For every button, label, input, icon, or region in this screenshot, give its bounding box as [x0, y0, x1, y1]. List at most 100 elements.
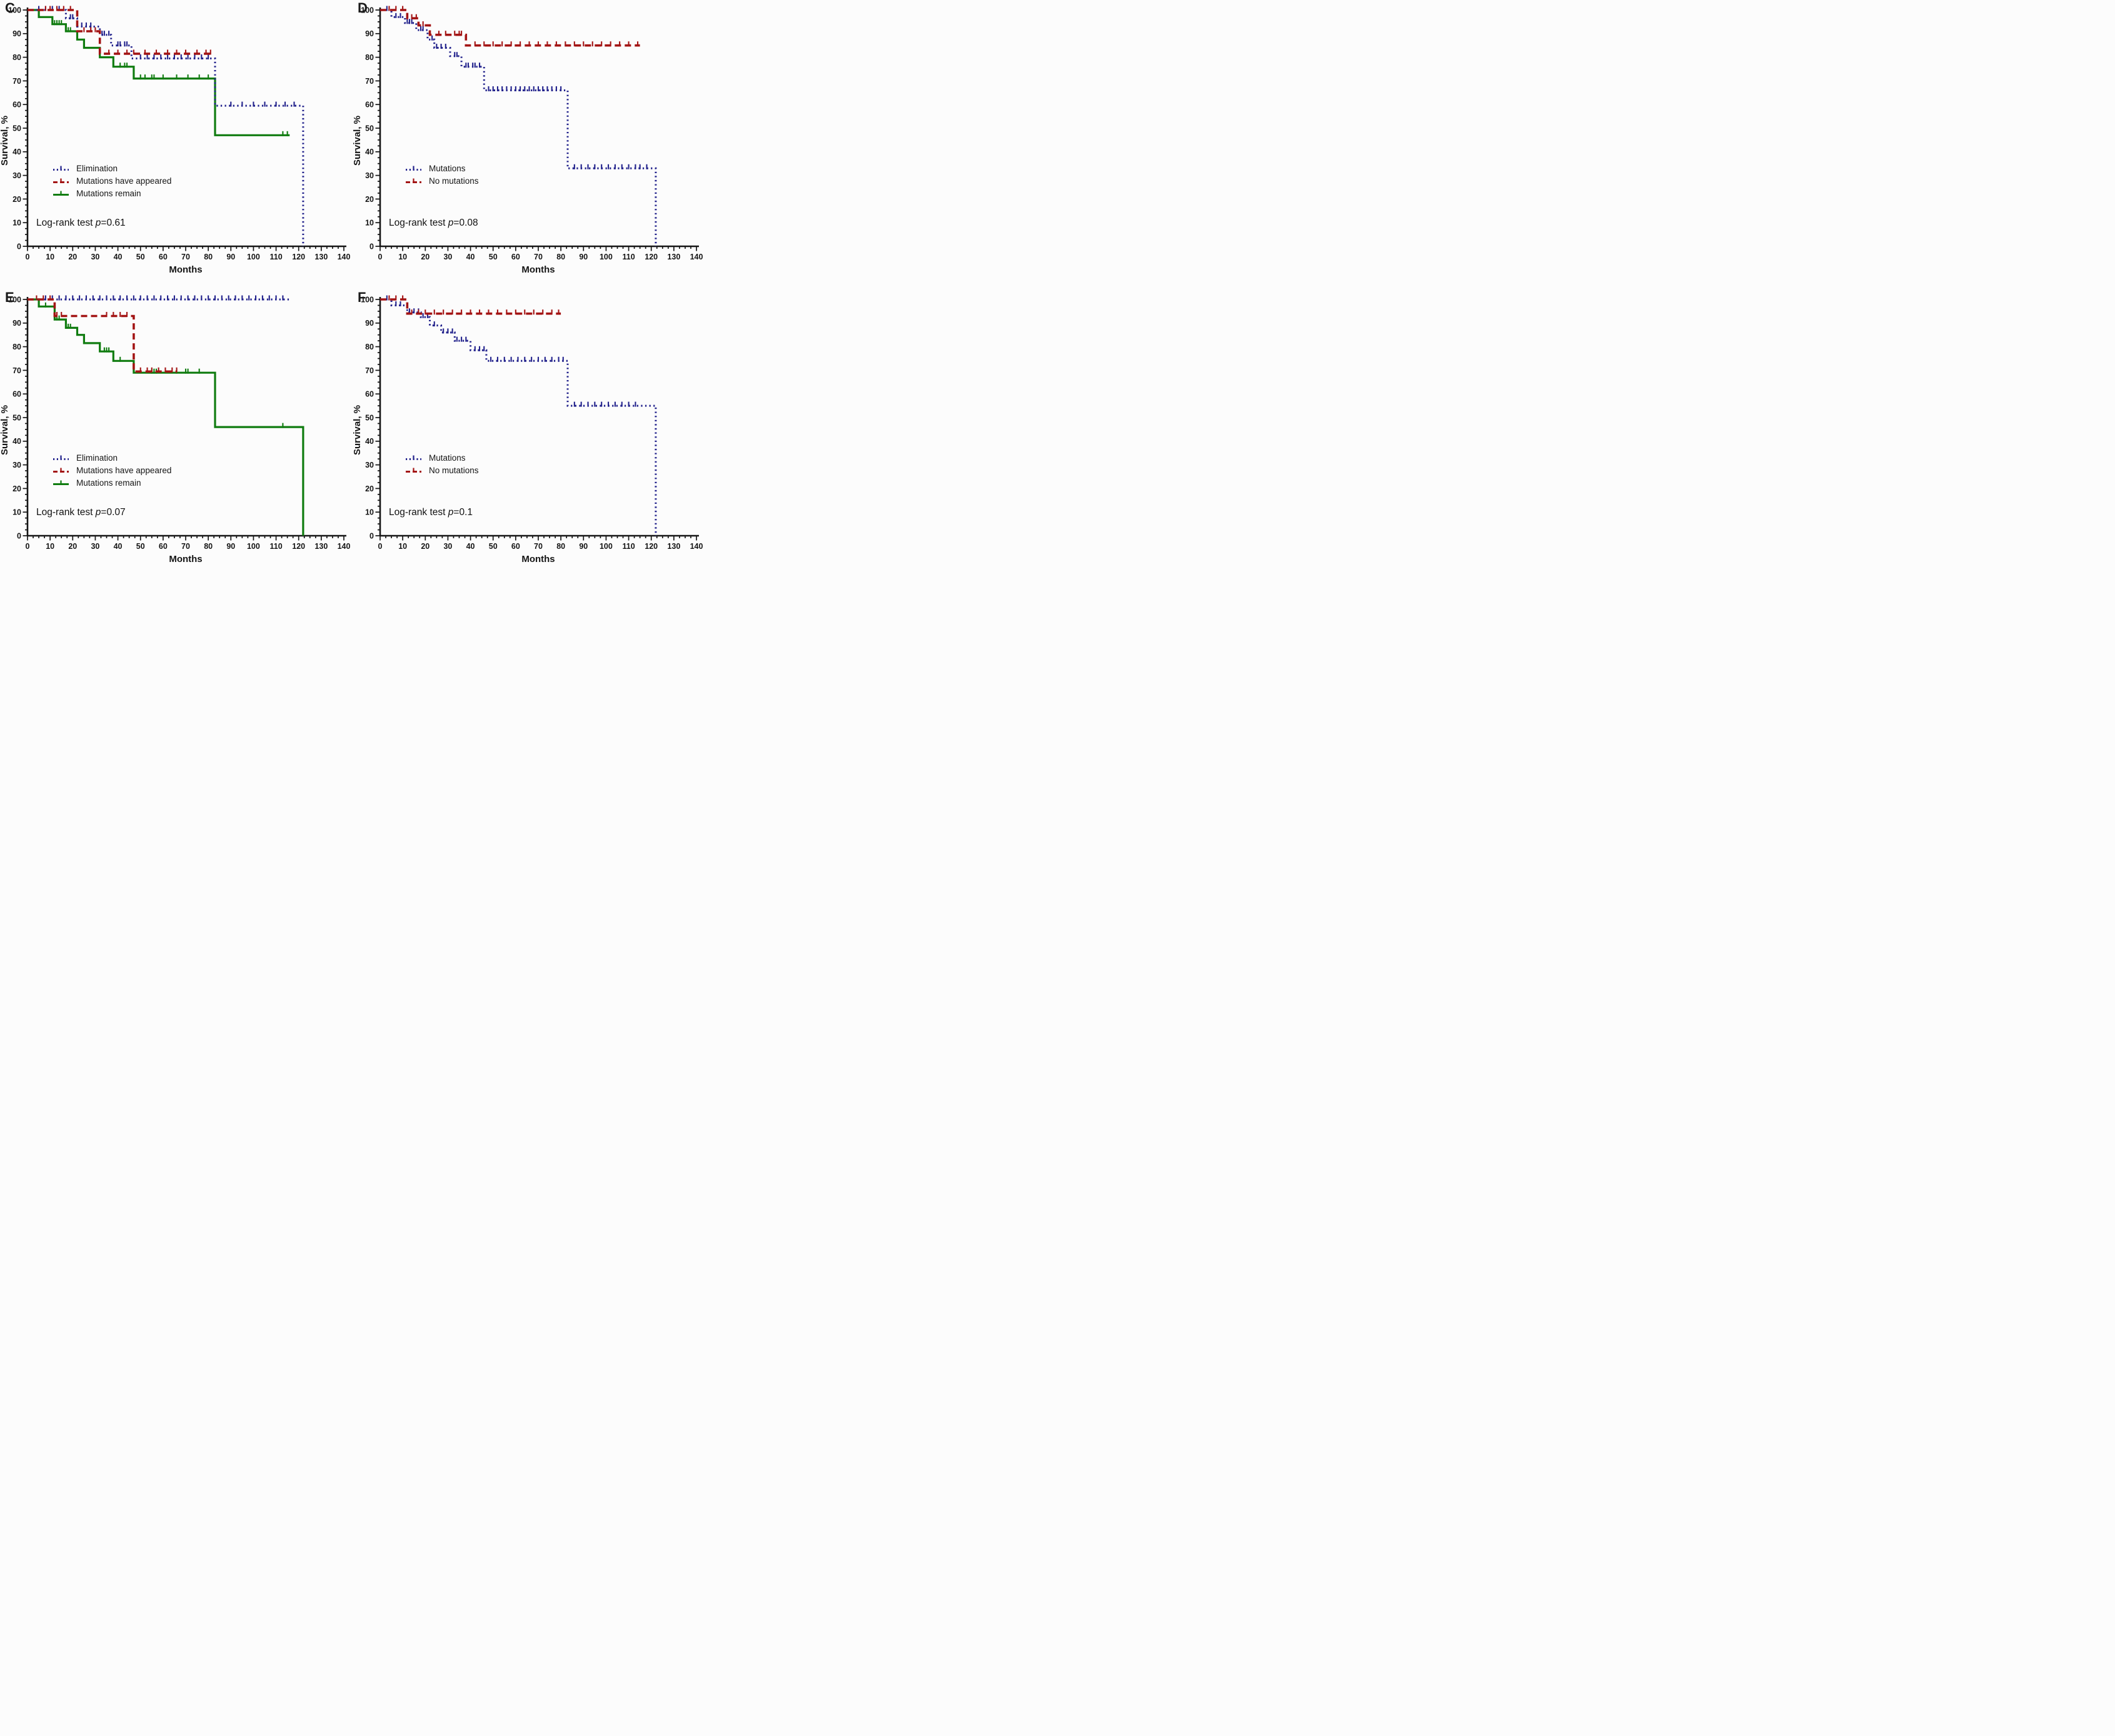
censor-ticks-no-mutations: [388, 6, 639, 47]
legend-item-no-mutations: No mutations: [405, 175, 479, 186]
km-curve-elimination: [28, 9, 304, 246]
panel-letter-D: D: [358, 0, 368, 16]
annotation-value: =0.1: [453, 507, 473, 518]
svg-text:110: 110: [269, 542, 282, 551]
svg-text:120: 120: [292, 542, 305, 551]
svg-text:100: 100: [600, 542, 613, 551]
svg-text:30: 30: [365, 171, 374, 180]
axis-tick-labels: 0 10 20 30 40 50 60 70 80 90 100 110 120 130 140 0 10 20 3…: [361, 6, 703, 261]
annotation-value: =0.07: [101, 507, 126, 518]
km-curve-mutations-remain: [28, 9, 290, 136]
svg-text:140: 140: [690, 253, 703, 261]
svg-text:70: 70: [181, 542, 190, 551]
svg-text:130: 130: [314, 542, 328, 551]
svg-text:70: 70: [365, 366, 374, 375]
legend-label: Mutations have appeared: [76, 176, 172, 186]
legend-item-mutations-have-appeared: Mutations have appeared: [53, 464, 171, 476]
svg-text:80: 80: [204, 253, 213, 261]
axis-ticks: [23, 9, 344, 251]
legend-marker-no-mutations: [406, 468, 421, 473]
svg-text:40: 40: [114, 542, 123, 551]
svg-text:60: 60: [13, 390, 21, 399]
legend-item-mutations: Mutations: [405, 452, 479, 463]
svg-text:0: 0: [17, 531, 21, 540]
legend-item-elimination: Elimination: [53, 163, 171, 174]
svg-text:0: 0: [26, 542, 30, 551]
svg-text:30: 30: [365, 461, 374, 469]
svg-text:80: 80: [13, 53, 21, 62]
axis-tick-labels: 0 10 20 30 40 50 60 70 80 90 100 110 120 130 140 0 10 20 3…: [8, 295, 350, 551]
svg-text:10: 10: [365, 508, 374, 517]
legend-marker-mutations: [406, 455, 421, 460]
svg-text:40: 40: [13, 148, 21, 156]
panel-E: E 0 10 20 30 40 50 60 70 80 90 100 110 120 130 140 0 10 2…: [0, 289, 353, 579]
svg-text:10: 10: [365, 219, 374, 228]
svg-text:140: 140: [690, 542, 703, 551]
svg-text:0: 0: [17, 242, 21, 251]
y-axis-title: Survival, %: [353, 116, 363, 166]
legend-D: Mutations No mutations: [405, 163, 479, 188]
svg-text:50: 50: [489, 253, 498, 261]
legend-marker-mutations-have-appeared: [53, 468, 69, 473]
legend-item-elimination: Elimination: [53, 452, 171, 463]
svg-text:90: 90: [365, 319, 374, 328]
svg-text:20: 20: [421, 542, 430, 551]
km-plot-F: 0 10 20 30 40 50 60 70 80 90 100 110 120 130 140 0 10 20 3…: [352, 289, 705, 579]
legend-marker-mutations-remain: [53, 191, 69, 196]
svg-text:0: 0: [369, 242, 374, 251]
svg-text:20: 20: [13, 484, 21, 493]
legend-label: Mutations remain: [76, 478, 141, 488]
svg-text:50: 50: [13, 124, 21, 133]
km-curve-no-mutations: [380, 298, 561, 315]
y-axis-title: Survival, %: [353, 405, 363, 455]
svg-text:100: 100: [8, 295, 21, 304]
svg-text:60: 60: [365, 101, 374, 109]
svg-text:110: 110: [622, 253, 635, 261]
svg-text:110: 110: [269, 253, 282, 261]
annotation-prefix: Log-rank test: [389, 507, 448, 518]
svg-text:0: 0: [378, 542, 383, 551]
svg-text:130: 130: [667, 542, 680, 551]
svg-text:40: 40: [114, 253, 123, 261]
km-plot-svg: 0 10 20 30 40 50 60 70 80 90 100 110 120 130 140 0 10 20 3…: [352, 295, 703, 564]
svg-text:100: 100: [247, 253, 260, 261]
km-curve-mutations: [380, 298, 657, 536]
svg-text:80: 80: [556, 253, 565, 261]
svg-text:120: 120: [292, 253, 305, 261]
svg-text:30: 30: [443, 253, 452, 261]
censor-ticks-mutations: [386, 6, 648, 169]
svg-text:30: 30: [13, 461, 21, 469]
svg-text:30: 30: [443, 542, 452, 551]
km-plot-E: 0 10 20 30 40 50 60 70 80 90 100 110 120 130 140 0 10 20 3…: [0, 289, 353, 579]
km-plot-D: 0 10 20 30 40 50 60 70 80 90 100 110 120 130 140 0 10 20 3…: [352, 0, 705, 289]
log-rank-annotation-D: Log-rank test p=0.08: [389, 218, 478, 229]
svg-text:140: 140: [338, 542, 351, 551]
panel-letter-E: E: [5, 289, 14, 305]
censor-ticks-mutations-have-appeared: [36, 295, 178, 373]
svg-text:80: 80: [365, 343, 374, 351]
panel-D: D 0 10 20 30 40 50 60 70 80 90 100 110 120 130 140 0 10 2…: [352, 0, 705, 289]
annotation-prefix: Log-rank test: [389, 218, 448, 228]
svg-text:30: 30: [13, 171, 21, 180]
svg-text:50: 50: [365, 124, 374, 133]
legend-item-no-mutations: No mutations: [405, 464, 479, 476]
svg-text:40: 40: [13, 437, 21, 446]
svg-text:10: 10: [46, 542, 54, 551]
legend-label: Elimination: [76, 163, 118, 173]
km-curve-mutations-have-appeared: [28, 298, 177, 373]
svg-text:90: 90: [579, 253, 588, 261]
axes: [379, 297, 699, 537]
svg-text:70: 70: [534, 542, 543, 551]
axis-ticks: [23, 299, 344, 541]
survival-figure: C 0 10 20 30 40 50 60 70 80 90 100 110 120 130 140 0 10 2…: [0, 0, 705, 579]
svg-text:90: 90: [226, 542, 235, 551]
censor-ticks-mutations: [386, 295, 636, 407]
legend-F: Mutations No mutations: [405, 452, 479, 477]
axis-ticks: [375, 299, 697, 541]
svg-text:60: 60: [511, 253, 520, 261]
legend-label: No mutations: [429, 465, 479, 475]
censor-ticks-mutations-have-appeared: [44, 6, 211, 55]
svg-text:90: 90: [579, 542, 588, 551]
svg-text:50: 50: [13, 413, 21, 422]
svg-text:80: 80: [13, 343, 21, 351]
